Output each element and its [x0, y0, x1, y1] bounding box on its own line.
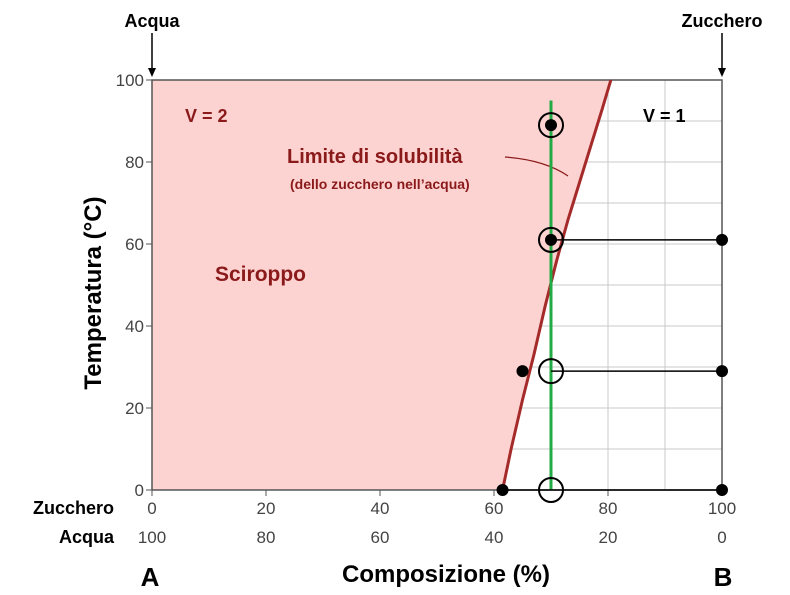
x-tick-label-zucchero: 0 — [147, 499, 156, 518]
data-point — [545, 119, 557, 132]
state-circle — [538, 358, 564, 385]
x-tick-label-acqua: 80 — [257, 528, 276, 547]
syrup-region — [152, 80, 611, 490]
x-tick-label-acqua: 40 — [485, 528, 504, 547]
y-tick-label: 100 — [116, 71, 144, 90]
corner-label-acqua: Acqua — [124, 11, 180, 31]
y-tick-label: 80 — [125, 153, 144, 172]
x-tick-label-zucchero: 100 — [708, 499, 736, 518]
y-tick-label: 0 — [135, 481, 144, 500]
x-tick-label-acqua: 60 — [371, 528, 390, 547]
x-tick-label-zucchero: 20 — [257, 499, 276, 518]
data-point — [716, 484, 728, 496]
end-label-b: B — [714, 562, 733, 592]
y-axis-title: Temperatura (°C) — [80, 196, 107, 389]
state-circle — [538, 226, 564, 253]
solubility-curve — [501, 79, 613, 491]
x-tick-label-acqua: 0 — [717, 528, 726, 547]
label-pointer — [504, 156, 569, 177]
end-label-a: A — [141, 562, 160, 592]
region-label-sciroppo: Sciroppo — [215, 263, 306, 286]
region-label-v1: V = 1 — [643, 106, 686, 126]
corner-label-zucchero: Zucchero — [681, 11, 762, 31]
data-point — [496, 484, 509, 496]
x-axis-title: Composizione (%) — [342, 561, 550, 588]
plot-border — [151, 79, 723, 491]
data-marks — [496, 79, 728, 503]
solubility-limit-label: Limite di solubilità — [287, 146, 463, 168]
x-tick-label-zucchero: 60 — [485, 499, 504, 518]
state-circle — [538, 477, 564, 503]
data-point — [516, 365, 529, 378]
data-point — [716, 365, 728, 378]
x-tick-label-acqua: 100 — [138, 528, 166, 547]
y-tick-label: 60 — [125, 235, 144, 254]
y-tick-label: 40 — [125, 317, 144, 336]
data-point — [716, 233, 728, 246]
x-tick-label-acqua: 20 — [599, 528, 618, 547]
y-tick-label: 20 — [125, 399, 144, 418]
x-tick-label-zucchero: 80 — [599, 499, 618, 518]
solubility-limit-sublabel: (dello zucchero nell’acqua) — [290, 176, 470, 192]
axis-row-label-zucchero: Zucchero — [33, 498, 114, 518]
arrow-acqua-head — [148, 68, 156, 77]
arrow-zucchero-head — [718, 68, 726, 77]
region-label-v2: V = 2 — [185, 106, 228, 126]
axis-row-label-acqua: Acqua — [59, 527, 115, 547]
data-point — [545, 233, 557, 246]
state-circle — [538, 112, 564, 139]
x-tick-label-zucchero: 40 — [371, 499, 390, 518]
